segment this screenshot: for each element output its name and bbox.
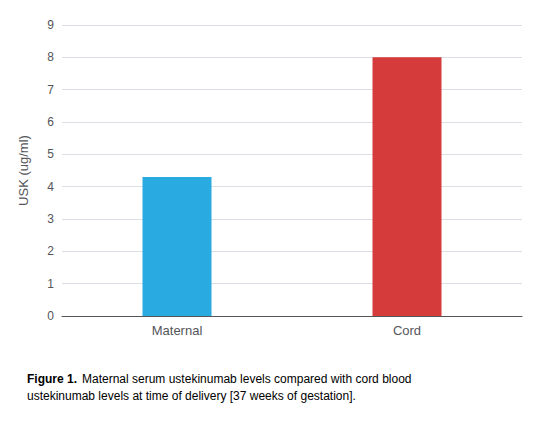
svg-text:4: 4 [47, 180, 54, 194]
svg-text:3: 3 [47, 212, 54, 226]
svg-text:USK (ug/ml): USK (ug/ml) [16, 135, 31, 206]
svg-text:Maternal: Maternal [152, 323, 203, 338]
svg-text:Cord: Cord [393, 323, 421, 338]
svg-text:Figure 1.: Figure 1. [27, 372, 77, 386]
svg-text:Maternal serum ustekinumab lev: Maternal serum ustekinumab levels compar… [82, 372, 412, 386]
svg-text:9: 9 [47, 18, 54, 32]
svg-text:5: 5 [47, 147, 54, 161]
svg-text:6: 6 [47, 115, 54, 129]
svg-text:0: 0 [47, 309, 54, 323]
svg-text:8: 8 [47, 50, 54, 64]
svg-text:1: 1 [47, 277, 54, 291]
svg-text:7: 7 [47, 83, 54, 97]
svg-text:ustekinumab levels at time of: ustekinumab levels at time of delivery [… [27, 389, 356, 403]
svg-text:2: 2 [47, 244, 54, 258]
